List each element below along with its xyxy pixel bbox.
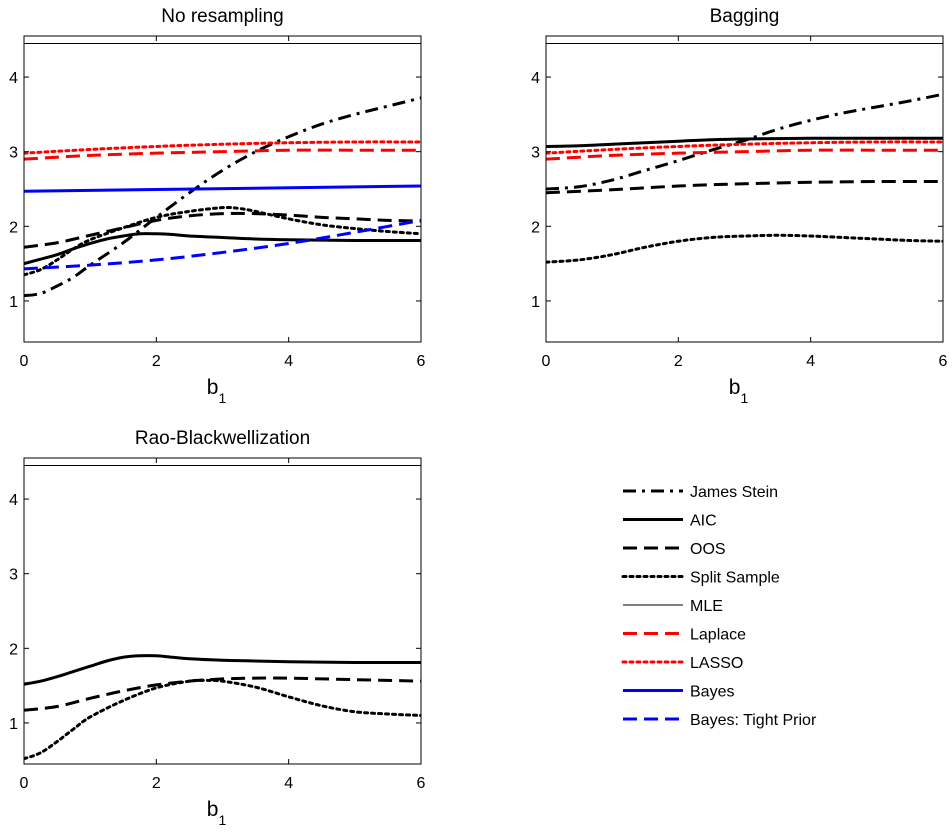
x-tick-label: 4 <box>284 775 293 792</box>
y-tick-label: 2 <box>531 219 540 236</box>
series-aic <box>24 232 421 266</box>
legend-item-aic: AIC <box>623 513 717 530</box>
x-axis-label: b1 <box>729 376 749 406</box>
y-tick-label: 2 <box>9 219 18 236</box>
series-split-sample <box>24 205 421 277</box>
y-tick-label: 2 <box>9 641 18 658</box>
plot-frame <box>23 35 422 343</box>
series-group <box>24 464 421 761</box>
y-tick-label: 3 <box>9 567 18 584</box>
legend-label: James Stein <box>690 484 778 501</box>
series-aic <box>546 136 943 148</box>
x-tick-label: 2 <box>152 775 161 792</box>
x-tick-label: 2 <box>674 353 683 370</box>
legend-item-laplace: Laplace <box>623 627 746 644</box>
series-group <box>546 42 943 264</box>
x-tick-label: 0 <box>20 353 29 370</box>
series-oos <box>546 179 943 195</box>
x-tick-label: 0 <box>542 353 551 370</box>
x-axis-label: b1 <box>207 798 227 828</box>
x-tick-label: 4 <box>806 353 815 370</box>
plot-frame <box>545 35 944 343</box>
y-tick-label: 3 <box>9 145 18 162</box>
panel-bagging: 0 2 4 6 1 2 3 4 Bagging b1 <box>531 6 947 406</box>
legend-label: Bayes <box>690 684 734 701</box>
legend-item-james-stein: James Stein <box>623 484 778 501</box>
legend-item-lasso: LASSO <box>621 655 743 672</box>
series-laplace <box>24 148 421 161</box>
panel-title: No resampling <box>161 6 284 27</box>
legend-label: AIC <box>690 513 717 530</box>
panel-title: Bagging <box>710 6 780 27</box>
series-lasso <box>24 140 421 155</box>
series-lasso <box>546 140 943 155</box>
legend-label: LASSO <box>690 655 743 672</box>
legend-item-mle: MLE <box>623 598 723 615</box>
legend-label: Split Sample <box>690 570 780 587</box>
x-tick-label: 0 <box>20 775 29 792</box>
series-laplace <box>546 148 943 161</box>
legend-label: OOS <box>690 541 726 558</box>
y-tick-label: 1 <box>531 294 540 311</box>
y-tick-label: 1 <box>9 716 18 733</box>
legend-item-oos: OOS <box>623 541 726 558</box>
legend-label: Bayes: Tight Prior <box>690 712 817 729</box>
plot-frame <box>23 457 422 765</box>
x-tick-label: 4 <box>284 353 293 370</box>
panel-rao-blackwellization: 0 2 4 6 1 2 3 4 Rao-Blackwellization b1 <box>9 428 425 828</box>
y-tick-label: 4 <box>9 70 18 87</box>
legend-item-split-sample: Split Sample <box>621 570 780 587</box>
panel-no-resampling: 0 2 4 6 1 2 3 4 No resampling b1 <box>9 6 425 406</box>
x-tick-label: 2 <box>152 353 161 370</box>
series-bayes-tight-prior <box>24 218 421 271</box>
y-tick-label: 4 <box>531 70 540 87</box>
series-bayes <box>24 184 421 193</box>
y-tick-label: 1 <box>9 294 18 311</box>
x-tick-label: 6 <box>939 353 948 370</box>
legend-item-bayes: Bayes <box>623 684 734 701</box>
legend-label: Laplace <box>690 627 746 644</box>
plot-area <box>24 458 421 764</box>
y-tick-label: 3 <box>531 145 540 162</box>
series-aic <box>24 654 421 686</box>
series-james-stein <box>24 96 421 298</box>
series-split-sample <box>24 678 421 761</box>
x-axis-label: b1 <box>207 376 227 406</box>
legend-item-bayes-tight-prior: Bayes: Tight Prior <box>623 712 817 729</box>
legend: James Stein AIC OOS Split Sample MLE Laplace L… <box>621 484 817 729</box>
x-tick-label: 6 <box>417 353 426 370</box>
series-oos <box>24 211 421 249</box>
series-split-sample <box>546 233 943 264</box>
y-tick-label: 4 <box>9 492 18 509</box>
chart-panels: 0 2 4 6 1 2 3 4 No resampling b1 0 2 4 6 1 2 3 4 Bagging b1… <box>9 6 947 828</box>
x-tick-label: 6 <box>417 775 426 792</box>
legend-label: MLE <box>690 598 723 615</box>
panel-title: Rao-Blackwellization <box>135 428 310 449</box>
plot-area <box>546 36 943 342</box>
series-group <box>24 42 421 298</box>
